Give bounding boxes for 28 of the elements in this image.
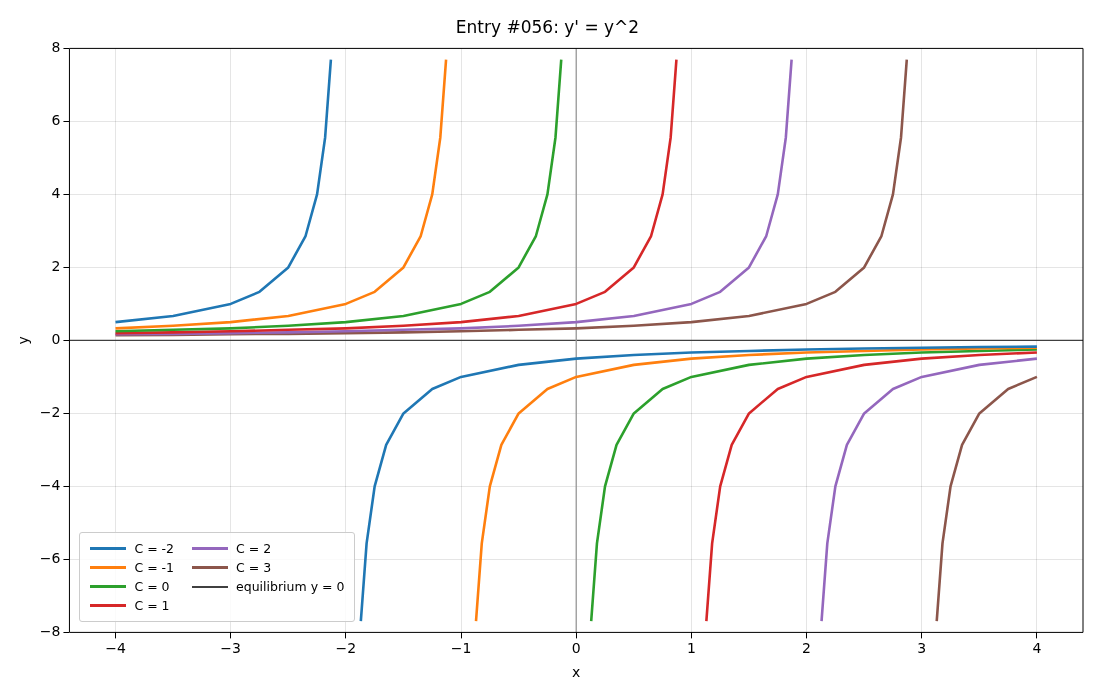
- y-axis-title: y: [15, 336, 32, 345]
- x-tick-label: 1: [686, 640, 696, 657]
- legend-label: C = -1: [134, 560, 175, 576]
- chart-title: Entry #056: y' = y^2: [455, 16, 640, 37]
- x-tick-label: −1: [450, 640, 472, 657]
- legend-label: C = 1: [134, 598, 170, 614]
- x-tick-label: −4: [105, 640, 126, 657]
- x-tick-label: 2: [802, 640, 812, 657]
- legend-label: C = 3: [236, 560, 272, 576]
- x-axis-title: x: [572, 664, 581, 681]
- y-tick-label: −8: [39, 623, 61, 640]
- y-tick-label: 4: [51, 185, 61, 202]
- x-tick-label: 4: [1032, 640, 1042, 657]
- y-tick-label: −4: [39, 477, 61, 494]
- y-tick-label: 8: [51, 39, 61, 56]
- y-tick-label: 6: [51, 112, 61, 129]
- x-tick-label: −3: [220, 640, 242, 657]
- y-tick-label: 2: [51, 258, 61, 275]
- x-tick-label: 3: [917, 640, 927, 657]
- legend-label: C = 2: [236, 541, 272, 557]
- y-tick-label: 0: [51, 331, 61, 348]
- legend-label: C = -2: [134, 541, 175, 557]
- x-tick-label: 0: [571, 640, 581, 657]
- y-tick-label: −6: [39, 550, 61, 567]
- legend-label: C = 0: [134, 579, 170, 595]
- legend-label: equilibrium y = 0: [236, 579, 345, 595]
- x-tick-label: −2: [335, 640, 357, 657]
- y-tick-label: −2: [39, 404, 61, 421]
